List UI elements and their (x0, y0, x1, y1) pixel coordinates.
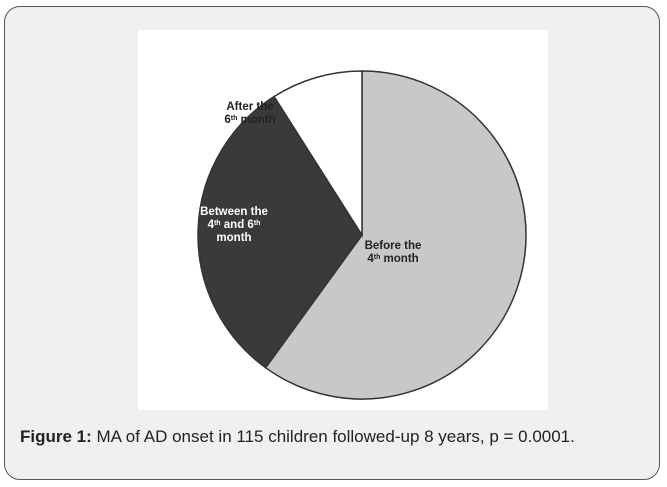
pie-label-3: After the 6th month (224, 101, 275, 126)
pie-slice-3 (273, 70, 363, 238)
figure-caption: Figure 1: MA of AD onset in 115 children… (20, 426, 650, 448)
pie-label-2: Between the 4th and 6th month (200, 206, 268, 244)
pie-slice-2 (197, 95, 363, 369)
pie-label-1: Before the 4th month (365, 240, 422, 265)
chart-panel: Before the 4th month Between the 4th and 6t… (138, 30, 548, 410)
caption-text: MA of AD onset in 115 children followed-… (91, 427, 575, 446)
pie-chart: Before the 4th month Between the 4th and 6t… (197, 70, 527, 400)
pie-slice-1 (264, 70, 527, 400)
caption-label: Figure 1: (20, 427, 92, 446)
